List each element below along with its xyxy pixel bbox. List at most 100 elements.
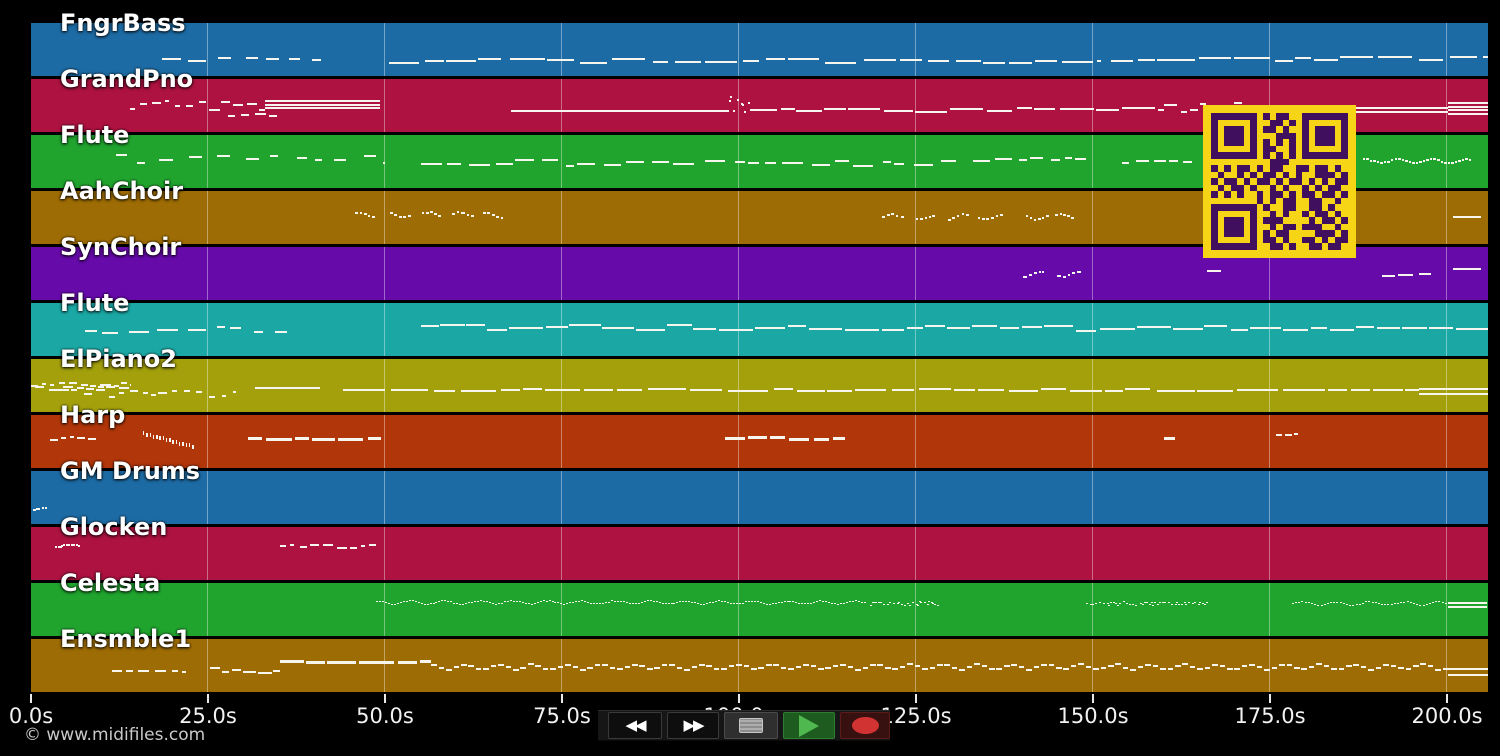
note — [188, 443, 191, 447]
note — [280, 545, 287, 547]
time-gridline — [207, 359, 208, 412]
fast-forward-button[interactable]: ▶▶ — [667, 712, 719, 739]
note — [1406, 601, 1409, 602]
axis-tick — [1269, 694, 1271, 703]
note — [602, 664, 608, 666]
note — [1320, 605, 1323, 606]
note — [700, 604, 703, 605]
rewind-button[interactable]: ◀◀ — [608, 712, 662, 739]
play-button[interactable] — [783, 712, 835, 739]
note — [264, 100, 381, 102]
note — [875, 602, 878, 603]
note — [1454, 161, 1458, 163]
time-gridline — [561, 359, 562, 412]
note — [1401, 159, 1405, 161]
note — [1323, 604, 1326, 605]
note — [1227, 668, 1233, 670]
note — [500, 217, 503, 219]
note — [1393, 603, 1396, 604]
note — [773, 664, 779, 666]
time-gridline — [561, 639, 562, 692]
note — [327, 661, 356, 664]
note — [882, 161, 891, 163]
note — [1030, 157, 1043, 159]
note — [446, 163, 461, 165]
note — [851, 601, 854, 602]
note — [795, 110, 822, 112]
record-button[interactable] — [840, 712, 890, 739]
note — [1237, 389, 1278, 391]
note — [765, 162, 777, 164]
note — [1160, 668, 1166, 670]
note — [882, 216, 886, 218]
note — [831, 603, 834, 604]
note — [1452, 216, 1481, 218]
note — [33, 509, 36, 511]
note — [1426, 159, 1429, 161]
note — [857, 601, 860, 602]
note — [944, 664, 951, 666]
note — [949, 108, 983, 110]
note — [804, 603, 807, 604]
note — [159, 159, 174, 161]
time-gridline — [561, 303, 562, 356]
note — [1405, 668, 1412, 670]
note — [1250, 327, 1281, 329]
note — [336, 547, 347, 549]
note — [1428, 327, 1454, 329]
note — [471, 602, 474, 603]
time-gridline — [207, 639, 208, 692]
note — [390, 212, 393, 214]
note — [1110, 602, 1113, 603]
note — [1435, 669, 1441, 671]
note — [613, 601, 616, 602]
note — [747, 601, 750, 602]
note — [593, 603, 596, 604]
note — [1174, 665, 1181, 667]
note — [1433, 158, 1436, 160]
note — [1468, 159, 1472, 161]
stop-icon — [739, 718, 763, 733]
note — [919, 601, 922, 602]
note — [349, 547, 357, 549]
note — [468, 665, 475, 667]
note — [1361, 603, 1364, 604]
note — [727, 390, 769, 392]
note — [1145, 602, 1148, 603]
note — [1034, 219, 1037, 221]
note — [566, 603, 569, 604]
time-gridline — [561, 191, 562, 244]
note — [928, 216, 932, 218]
time-gridline — [915, 135, 916, 188]
note — [728, 665, 735, 667]
note — [1099, 328, 1135, 330]
note — [355, 212, 359, 214]
note — [1301, 601, 1304, 602]
time-gridline — [1446, 303, 1447, 356]
time-gridline — [207, 583, 208, 636]
note — [990, 217, 994, 219]
track-band — [31, 23, 1488, 76]
note — [1038, 218, 1041, 220]
note — [491, 214, 495, 216]
note — [483, 601, 486, 602]
note — [254, 387, 320, 389]
note — [1050, 159, 1061, 161]
note — [1230, 329, 1249, 331]
note — [1136, 326, 1171, 328]
note — [1070, 390, 1102, 392]
note — [1415, 162, 1419, 164]
note — [747, 102, 750, 104]
note — [157, 329, 179, 331]
note — [583, 389, 613, 391]
note — [159, 436, 161, 440]
note — [315, 159, 322, 161]
note — [669, 664, 675, 666]
stop-button[interactable] — [724, 712, 778, 739]
note — [1171, 604, 1174, 605]
note — [933, 604, 936, 605]
note — [1153, 160, 1167, 162]
note — [661, 664, 668, 666]
note — [245, 57, 258, 59]
note — [1077, 271, 1081, 273]
